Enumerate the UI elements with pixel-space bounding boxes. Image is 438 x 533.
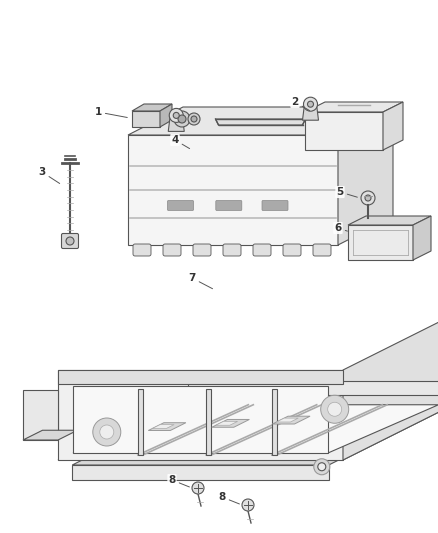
- Circle shape: [169, 108, 183, 123]
- Text: 8: 8: [219, 492, 240, 504]
- Circle shape: [66, 237, 74, 245]
- Circle shape: [178, 115, 186, 123]
- Text: 5: 5: [336, 187, 357, 197]
- Polygon shape: [160, 104, 172, 127]
- Polygon shape: [72, 465, 329, 480]
- Polygon shape: [276, 418, 298, 422]
- FancyBboxPatch shape: [216, 200, 242, 211]
- Polygon shape: [73, 386, 328, 453]
- Text: 7: 7: [188, 273, 212, 289]
- Polygon shape: [212, 419, 249, 427]
- Polygon shape: [348, 216, 431, 225]
- Polygon shape: [383, 102, 403, 150]
- Polygon shape: [272, 389, 277, 455]
- FancyBboxPatch shape: [193, 244, 211, 256]
- FancyBboxPatch shape: [61, 233, 78, 248]
- Circle shape: [100, 425, 114, 439]
- Text: 6: 6: [334, 223, 347, 233]
- FancyBboxPatch shape: [223, 244, 241, 256]
- Polygon shape: [132, 111, 160, 127]
- Circle shape: [365, 195, 371, 201]
- Polygon shape: [168, 116, 184, 132]
- Circle shape: [328, 402, 342, 416]
- Text: 2: 2: [291, 97, 310, 110]
- Circle shape: [361, 191, 375, 205]
- Polygon shape: [413, 216, 431, 260]
- Polygon shape: [188, 381, 438, 395]
- Circle shape: [304, 97, 318, 111]
- Circle shape: [318, 463, 326, 471]
- Circle shape: [307, 101, 314, 107]
- FancyBboxPatch shape: [167, 200, 194, 211]
- Circle shape: [173, 112, 179, 118]
- Text: 1: 1: [94, 107, 127, 117]
- Text: 8: 8: [168, 475, 189, 487]
- Circle shape: [192, 482, 204, 494]
- Polygon shape: [73, 405, 438, 453]
- Polygon shape: [343, 305, 438, 460]
- Polygon shape: [72, 460, 339, 465]
- Circle shape: [191, 116, 197, 122]
- Polygon shape: [138, 389, 143, 455]
- Circle shape: [314, 459, 330, 475]
- Circle shape: [321, 395, 349, 423]
- Polygon shape: [58, 370, 343, 384]
- FancyBboxPatch shape: [283, 244, 301, 256]
- Polygon shape: [174, 114, 180, 124]
- Text: 4: 4: [171, 135, 190, 149]
- FancyBboxPatch shape: [313, 244, 331, 256]
- Polygon shape: [216, 422, 237, 425]
- Polygon shape: [305, 112, 383, 150]
- Circle shape: [93, 418, 121, 446]
- Polygon shape: [148, 423, 186, 431]
- Polygon shape: [128, 107, 393, 135]
- Polygon shape: [152, 425, 174, 429]
- Polygon shape: [128, 135, 338, 245]
- Polygon shape: [58, 395, 438, 460]
- Circle shape: [174, 111, 190, 127]
- Circle shape: [188, 113, 200, 125]
- Polygon shape: [338, 107, 393, 245]
- Polygon shape: [23, 430, 78, 440]
- Polygon shape: [303, 104, 318, 120]
- FancyBboxPatch shape: [262, 200, 288, 211]
- Text: 3: 3: [39, 167, 60, 183]
- Polygon shape: [215, 119, 305, 125]
- Polygon shape: [132, 104, 172, 111]
- Circle shape: [242, 499, 254, 511]
- Polygon shape: [23, 390, 58, 440]
- Polygon shape: [206, 389, 211, 455]
- Polygon shape: [272, 416, 310, 424]
- FancyBboxPatch shape: [163, 244, 181, 256]
- Polygon shape: [58, 370, 343, 460]
- Polygon shape: [348, 225, 413, 260]
- FancyBboxPatch shape: [133, 244, 151, 256]
- Polygon shape: [305, 102, 403, 112]
- FancyBboxPatch shape: [253, 244, 271, 256]
